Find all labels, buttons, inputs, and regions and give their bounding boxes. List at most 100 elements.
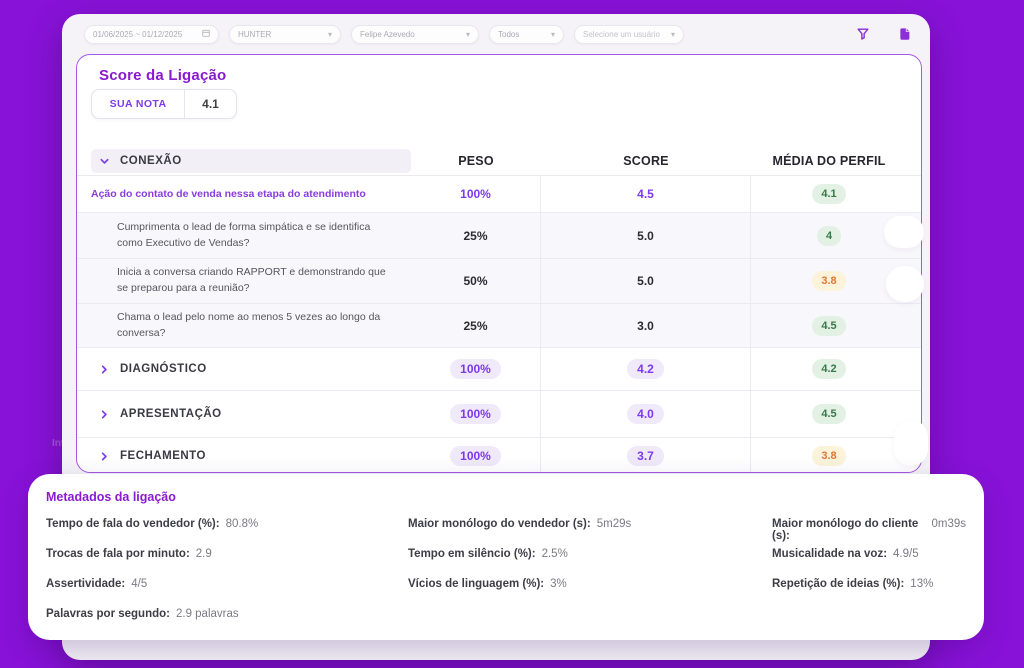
category-row-conexao[interactable]: CONEXÃO (91, 149, 411, 173)
date-range-value: 01/06/2025 ~ 01/12/2025 (93, 29, 183, 39)
user-select-dropdown[interactable]: Selecione um usuário ▾ (574, 24, 684, 44)
chevron-down-icon: ▾ (670, 29, 675, 39)
peso-value: 25% (463, 228, 488, 243)
metadata-title: Metadados da ligação (46, 490, 176, 504)
your-grade-tab[interactable]: SUA NOTA (109, 98, 167, 110)
category-label: APRESENTAÇÃO (120, 408, 222, 420)
question-label: Chama o lead pelo nome ao menos 5 vezes … (117, 310, 381, 339)
metadata-item: Palavras por segundo: 2.9 palavras (46, 608, 408, 626)
score-value: 5.0 (637, 274, 654, 288)
metadata-item: Musicalidade na voz: 4.9/5 (772, 548, 966, 566)
metadata-label: Maior monólogo do cliente (s): (772, 518, 919, 542)
metadata-item: Vícios de linguagem (%): 3% (408, 578, 772, 596)
table-row: Cumprimenta o lead de forma simpática e … (77, 212, 921, 258)
filter-icon[interactable] (854, 25, 872, 43)
filter-toolbar: 01/06/2025 ~ 01/12/2025 HUNTER ▾ Felipe … (84, 21, 914, 47)
metadata-label: Tempo de fala do vendedor (%): (46, 518, 220, 530)
score-card: Score da Ligação SUA NOTA 4.1 CONEXÃO PE… (76, 54, 922, 473)
chevron-down-icon: ▾ (327, 29, 332, 39)
media-badge: 3.8 (812, 446, 846, 466)
peso-value: 100% (450, 359, 501, 379)
seller-dropdown[interactable]: Felipe Azevedo ▾ (351, 24, 479, 44)
score-value: 5.0 (637, 228, 654, 243)
peso-value: 50% (463, 274, 488, 288)
table-row: Chama o lead pelo nome ao menos 5 vezes … (77, 303, 921, 347)
score-value: 4.2 (627, 359, 664, 379)
score-value: 4.0 (627, 404, 664, 424)
chevron-down-icon (99, 156, 110, 167)
table-row: Inicia a conversa criando RAPPORT e demo… (77, 258, 921, 303)
metadata-item: Trocas de fala por minuto: 2.9 (46, 548, 408, 566)
media-badge: 3.8 (812, 271, 846, 291)
decoration-blob (886, 266, 924, 302)
metadata-column-1: Tempo de fala do vendedor (%): 80.8% Tro… (46, 518, 408, 638)
metadata-label: Palavras por segundo: (46, 608, 170, 620)
team-dropdown[interactable]: HUNTER ▾ (229, 24, 341, 44)
chevron-down-icon: ▾ (465, 29, 470, 39)
metadata-card: Metadados da ligação Tempo de fala do ve… (28, 474, 984, 640)
metadata-label: Maior monólogo do vendedor (s): (408, 518, 591, 530)
chevron-down-icon: ▾ (550, 29, 555, 39)
metadata-item: Tempo em silêncio (%): 2.5% (408, 548, 772, 566)
metadata-item: Maior monólogo do cliente (s): 0m39s (772, 518, 966, 542)
clipped-link-fragment: Inte (52, 438, 70, 449)
your-grade-widget: SUA NOTA 4.1 (91, 89, 237, 119)
media-badge: 4.1 (812, 184, 846, 204)
metadata-value: 2.9 (195, 548, 212, 560)
metadata-label: Vícios de linguagem (%): (408, 578, 545, 590)
your-grade-value[interactable]: 4.1 (184, 90, 236, 118)
metadata-label: Trocas de fala por minuto: (46, 548, 190, 560)
category-row-diagnostico[interactable]: DIAGNÓSTICO 100% 4.2 4.2 (77, 347, 921, 390)
metadata-label: Repetição de ideias (%): (772, 578, 905, 590)
metadata-value: 3% (550, 578, 567, 590)
metadata-column-3: Maior monólogo do cliente (s): 0m39s Mus… (772, 518, 966, 638)
metadata-value: 2.5% (541, 548, 568, 560)
category-row-apresentacao[interactable]: APRESENTAÇÃO 100% 4.0 4.5 (77, 390, 921, 437)
metadata-value: 4/5 (131, 578, 148, 590)
metadata-grid: Tempo de fala do vendedor (%): 80.8% Tro… (46, 518, 966, 638)
metadata-item: Assertividade: 4/5 (46, 578, 408, 596)
category-row-fechamento[interactable]: FECHAMENTO 100% 3.7 3.8 (77, 437, 921, 472)
column-header-peso: PESO (458, 154, 494, 168)
question-label: Cumprimenta o lead de forma simpática e … (117, 220, 371, 249)
export-icon[interactable] (896, 25, 914, 43)
category-label: FECHAMENTO (120, 450, 206, 462)
status-dropdown-value: Todos (498, 29, 520, 39)
peso-value: 100% (450, 404, 501, 424)
decoration-blob (894, 420, 928, 466)
decoration-blob (884, 216, 924, 248)
metadata-value: 2.9 palavras (175, 608, 239, 620)
media-badge: 4.2 (812, 359, 846, 379)
metadata-value: 13% (910, 578, 934, 590)
status-dropdown[interactable]: Todos ▾ (489, 24, 564, 44)
chevron-right-icon (99, 451, 110, 462)
metadata-label: Musicalidade na voz: (772, 548, 888, 560)
calendar-icon (202, 29, 210, 39)
metadata-value: 0m39s (931, 518, 966, 530)
metadata-value: 5m29s (596, 518, 632, 530)
metadata-label: Tempo em silêncio (%): (408, 548, 536, 560)
column-header-media: MÉDIA DO PERFIL (772, 154, 886, 168)
chevron-right-icon (99, 409, 110, 420)
media-badge: 4.5 (812, 315, 846, 336)
metadata-item: Maior monólogo do vendedor (s): 5m29s (408, 518, 772, 536)
metadata-value: 80.8% (225, 518, 259, 530)
media-badge: 4 (816, 225, 842, 246)
peso-value: 100% (450, 446, 501, 466)
category-label: DIAGNÓSTICO (120, 363, 207, 375)
action-row-label[interactable]: Ação do contato de venda nessa etapa do … (91, 188, 366, 200)
media-badge: 4.5 (812, 404, 846, 424)
metadata-label: Assertividade: (46, 578, 126, 590)
seller-dropdown-value: Felipe Azevedo (360, 29, 415, 39)
chevron-right-icon (99, 364, 110, 375)
score-value: 4.5 (637, 187, 654, 201)
peso-value: 100% (460, 187, 491, 201)
question-label: Inicia a conversa criando RAPPORT e demo… (117, 266, 386, 294)
category-label: CONEXÃO (120, 155, 182, 167)
score-value: 3.0 (637, 318, 654, 333)
user-select-placeholder: Selecione um usuário (583, 29, 660, 39)
peso-value: 25% (463, 318, 488, 333)
score-value: 3.7 (627, 446, 664, 466)
metadata-value: 4.9/5 (893, 548, 919, 560)
date-range-picker[interactable]: 01/06/2025 ~ 01/12/2025 (84, 24, 219, 44)
